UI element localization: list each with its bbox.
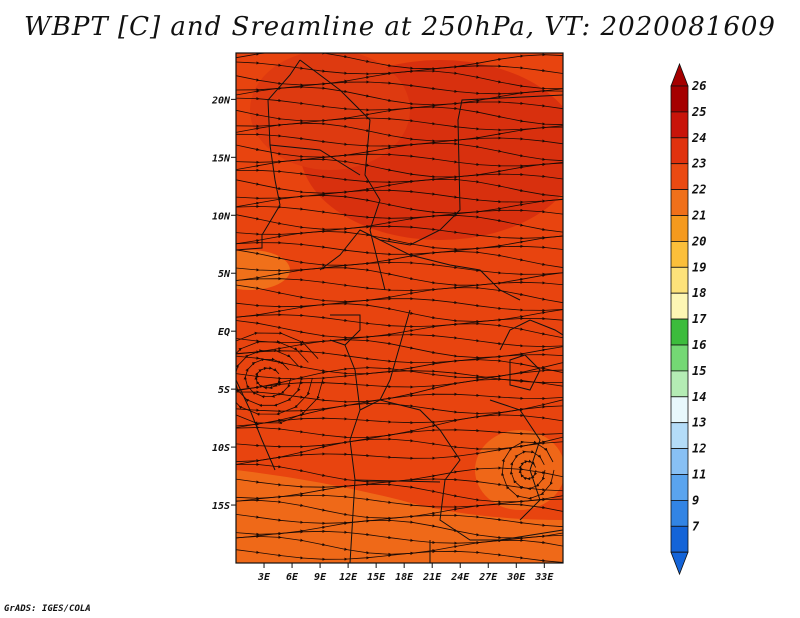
map-frame — [235, 52, 564, 564]
streamline — [236, 320, 563, 340]
colorbar-label: 13 — [692, 416, 706, 430]
colorbar-swatch — [670, 448, 689, 475]
lon-tick-label: 27E — [478, 572, 498, 583]
lat-tick-label: 20N — [211, 95, 231, 106]
border-line — [354, 479, 441, 483]
colorbar-label: 21 — [691, 209, 706, 223]
colorbar-label: 19 — [692, 260, 706, 274]
colorbar-swatch — [670, 111, 689, 139]
colorbar-swatch — [670, 189, 689, 216]
lat-tick-label: 5S — [218, 385, 230, 396]
colorbar-label: 25 — [691, 105, 706, 119]
colorbar-label: 12 — [692, 442, 706, 456]
lon-tick-label: 15E — [367, 572, 386, 583]
latitude-axis: 20N 15N 10N 5N EQ 5S 10S 15S — [211, 95, 236, 512]
border-line — [509, 354, 541, 391]
lon-tick-label: 30E — [506, 572, 526, 583]
colorbar-swatch — [670, 266, 689, 294]
lon-tick-label: 12E — [339, 572, 358, 583]
colorbar-swatch — [670, 499, 689, 527]
lon-tick-label: 3E — [257, 572, 271, 583]
lat-tick-label: 15S — [212, 501, 230, 512]
lon-tick-label: 24E — [450, 572, 470, 583]
lat-tick-label: 5N — [218, 269, 231, 280]
border-line — [329, 314, 361, 346]
colorbar-bottom-arrow — [670, 551, 689, 576]
colorbar-swatch — [670, 525, 689, 553]
lon-tick-label: 9E — [314, 572, 327, 583]
border-line — [269, 144, 361, 176]
border-line — [236, 59, 301, 251]
colorbar-swatch — [670, 344, 689, 372]
lat-tick-label: 15N — [212, 153, 231, 164]
colorbar-swatch — [670, 240, 689, 268]
map-panel: 20N 15N 10N 5N EQ 5S 10S 15S 3E 6E 9E 12E 15E 18E 21E… — [211, 52, 564, 583]
streamline — [236, 284, 563, 304]
border-line — [319, 94, 563, 271]
country-borders — [236, 59, 563, 563]
colorbar-swatch — [670, 318, 689, 346]
colorbar-label: 24 — [691, 131, 706, 145]
border-line — [236, 379, 276, 471]
border-line — [299, 59, 386, 291]
colorbar-swatch — [670, 215, 689, 242]
border-line — [359, 309, 411, 411]
colorbar-swatch — [670, 422, 689, 450]
colorbar-swatch — [670, 85, 689, 113]
colorbar-label: 11 — [692, 468, 706, 482]
streamline — [236, 249, 563, 268]
colorbar-swatch — [670, 474, 689, 501]
colorbar: 26 25 24 23 22 21 20 19 18 17 16 15 14 13 12 11 9 7 — [670, 62, 707, 576]
border-line — [489, 399, 541, 521]
border-line — [379, 399, 563, 541]
colorbar-swatch — [670, 396, 689, 424]
lat-tick-label: 10S — [212, 443, 230, 454]
colorbar-label: 23 — [691, 157, 706, 171]
border-line — [379, 239, 521, 301]
colorbar-label: 26 — [691, 79, 706, 93]
lat-tick-label: 10N — [212, 211, 231, 222]
colorbar-swatch — [670, 163, 689, 190]
lat-tick-label: EQ — [218, 327, 230, 338]
colorbar-top-arrow — [670, 62, 689, 87]
streamline — [236, 549, 563, 563]
colorbar-swatch — [670, 292, 689, 320]
colorbar-label: 20 — [691, 234, 706, 248]
border-line — [499, 319, 563, 351]
lon-tick-label: 6E — [286, 572, 299, 583]
colorbar-label: 7 — [692, 519, 700, 533]
colorbar-label: 9 — [692, 493, 699, 507]
border-line — [344, 344, 361, 563]
streamline — [500, 440, 555, 500]
streamline — [236, 331, 324, 425]
colorbar-label: 17 — [692, 312, 707, 326]
colorbar-label: 18 — [692, 286, 706, 300]
colorbar-label: 22 — [691, 183, 706, 197]
credit-label: GrADS: IGES/COLA — [4, 604, 91, 614]
lon-tick-label: 18E — [395, 572, 414, 583]
lon-tick-label: 21E — [422, 572, 442, 583]
colorbar-label: 15 — [692, 364, 706, 378]
colorbar-label: 16 — [692, 338, 706, 352]
colorbar-swatch — [670, 370, 689, 398]
chart-title: WBPT [C] and Sreamline at 250hPa, VT: 20… — [24, 12, 776, 42]
colorbar-label: 14 — [692, 390, 706, 404]
lon-tick-label: 33E — [534, 572, 554, 583]
colorbar-swatch — [670, 137, 689, 165]
longitude-axis: 3E 6E 9E 12E 15E 18E 21E 24E 27E 30E 33E — [257, 563, 554, 583]
